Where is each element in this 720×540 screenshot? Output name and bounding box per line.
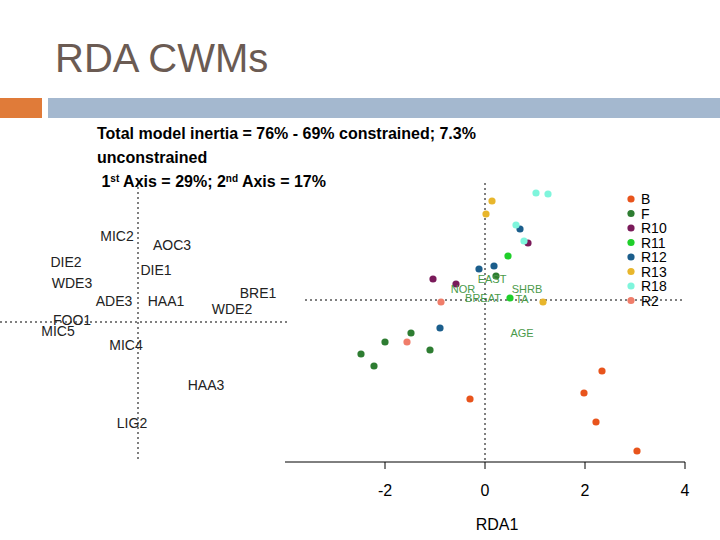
trait-label: HAA1: [148, 293, 185, 309]
site-point: [539, 298, 546, 305]
site-point: [504, 252, 511, 259]
description-part: 1: [97, 173, 110, 190]
legend-swatch: [627, 268, 634, 275]
accent-block: [0, 98, 42, 118]
site-point: [370, 362, 377, 369]
x-tick: [385, 462, 386, 469]
trait-label: DIE1: [140, 262, 171, 278]
site-point: [512, 221, 519, 228]
site-point: [488, 197, 495, 204]
description-part: Axis = 29%; 2: [119, 173, 226, 190]
trait-label: BRE1: [240, 285, 277, 301]
trait-label: DIE2: [50, 254, 81, 270]
points: [357, 189, 640, 454]
legend: BFR10R11R12R13R18R2: [627, 191, 666, 309]
zero-line: [485, 183, 486, 462]
trait-label: AOC3: [153, 237, 191, 253]
site-point: [403, 338, 410, 345]
site-point: [437, 298, 444, 305]
env-label: AGE: [510, 327, 533, 339]
trait-label: WDE3: [52, 275, 93, 291]
legend-swatch: [627, 224, 634, 231]
trait-label: LIG2: [117, 415, 148, 431]
site-point: [544, 190, 551, 197]
trait-label: WDE2: [212, 301, 253, 317]
site-point: [407, 329, 414, 336]
trait-label: MIC5: [41, 323, 75, 339]
x-tick: [585, 462, 586, 469]
site-point: [532, 189, 539, 196]
site-point: [426, 346, 433, 353]
trait-label: ADE3: [96, 293, 133, 309]
site-point: [381, 338, 388, 345]
legend-swatch: [627, 282, 634, 289]
env-label: BREAT: [465, 292, 501, 304]
x-tick-label: 4: [681, 482, 690, 499]
site-point: [490, 262, 497, 269]
x-tick: [485, 462, 486, 469]
x-tick-label: 0: [481, 482, 490, 499]
site-point: [592, 418, 599, 425]
x-axis-label: RDA1: [476, 516, 519, 533]
description-part: nd: [226, 173, 238, 184]
site-point: [475, 265, 482, 272]
site-point: [506, 294, 513, 301]
description-part: Axis = 17%: [238, 173, 326, 190]
site-point: [580, 389, 587, 396]
env-label: EAST: [478, 273, 507, 285]
legend-swatch: [627, 297, 634, 304]
trait-label: MIC4: [109, 337, 143, 353]
rda-plot: -2024RDA1EASTNORSHRBBREATTAAGEBFR10R11R1…: [285, 183, 690, 533]
site-point: [429, 275, 436, 282]
trait-panel: MIC2AOC3DIE2DIE1WDE3BRE1WDE2ADE3HAA1FOO1…: [0, 182, 288, 462]
title-bar: [48, 98, 720, 118]
trait-label: MIC2: [100, 228, 134, 244]
legend-swatch: [627, 253, 634, 260]
legend-swatch: [627, 195, 634, 202]
description-line: unconstrained: [97, 149, 207, 166]
site-point: [482, 210, 489, 217]
site-point: [633, 447, 640, 454]
legend-label: R2: [641, 293, 659, 309]
x-tick-label: 2: [581, 482, 590, 499]
site-point: [598, 367, 605, 374]
x-tick-label: -2: [378, 482, 392, 499]
legend-swatch: [627, 210, 634, 217]
description-part: unconstrained: [97, 149, 207, 166]
x-tick: [685, 462, 686, 469]
site-point: [357, 350, 364, 357]
slide: RDA CWMs Total model inertia = 76% - 69% …: [0, 0, 720, 540]
description-line: 1st Axis = 29%; 2nd Axis = 17%: [97, 173, 326, 191]
legend-swatch: [627, 239, 634, 246]
description-part: Total model inertia = 76% - 69% constrai…: [97, 125, 476, 142]
site-point: [436, 324, 443, 331]
description-line: Total model inertia = 76% - 69% constrai…: [97, 125, 476, 142]
site-point: [466, 395, 473, 402]
site-point: [520, 237, 527, 244]
trait-label: HAA3: [188, 377, 225, 393]
slide-title: RDA CWMs: [55, 36, 268, 80]
env-label: TA: [515, 293, 529, 305]
